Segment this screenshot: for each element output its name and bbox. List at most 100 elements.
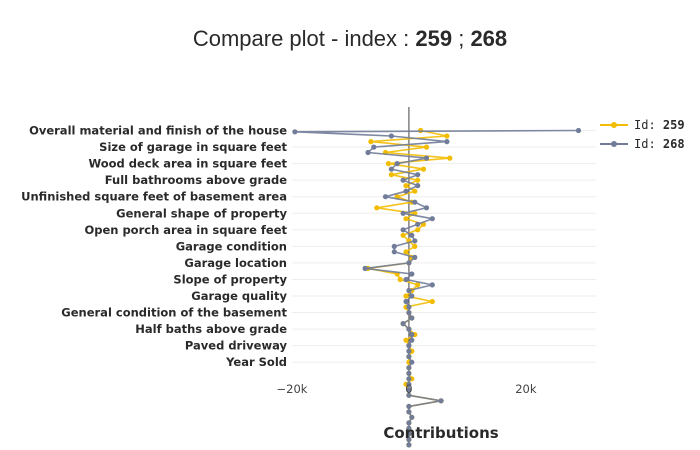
y-tick-label: Paved driveway [185, 339, 288, 353]
data-point [388, 172, 394, 178]
y-tick-label: Year Sold [225, 355, 287, 369]
data-point [391, 243, 397, 249]
data-point [397, 276, 403, 283]
data-point [412, 238, 418, 244]
data-point [400, 321, 406, 327]
x-axis-label: Contributions [383, 424, 498, 442]
data-point [406, 387, 412, 393]
data-point [406, 376, 412, 382]
data-point [409, 359, 415, 365]
data-point [447, 155, 453, 161]
data-point [406, 381, 412, 387]
data-point [406, 409, 412, 415]
data-point [415, 177, 421, 183]
data-point [403, 276, 409, 283]
data-point [371, 144, 377, 150]
data-point [409, 337, 415, 343]
y-tick-label: Garage condition [176, 239, 287, 253]
y-tick-label: Garage location [184, 256, 287, 270]
data-point [400, 210, 406, 216]
data-point [423, 205, 430, 211]
title-id-a: 259 [415, 26, 452, 51]
data-point [391, 249, 397, 255]
data-point [400, 177, 406, 183]
data-point [412, 254, 418, 260]
data-point [362, 265, 368, 271]
data-point [374, 205, 380, 211]
data-point [415, 227, 421, 233]
y-tick-labels: Overall material and finish of the house… [21, 124, 287, 370]
data-point [406, 287, 412, 294]
gridlines [292, 130, 596, 363]
data-point [429, 282, 435, 288]
data-point [406, 425, 412, 431]
data-point [400, 232, 406, 238]
data-point [415, 172, 421, 178]
data-point [409, 271, 415, 277]
data-point [368, 139, 374, 145]
data-point [406, 420, 412, 426]
data-point [412, 243, 418, 249]
x-tick-label: 20k [515, 382, 537, 396]
data-point [423, 144, 430, 150]
series-group [292, 127, 582, 448]
legend-item[interactable]: Id: 259 [600, 118, 685, 132]
x-tick-label: −20k [277, 382, 308, 396]
data-point [365, 149, 371, 156]
legend-marker [611, 141, 617, 147]
data-point [388, 133, 394, 139]
data-point [438, 398, 444, 404]
data-point [423, 155, 430, 161]
series-line [294, 129, 579, 445]
data-point [403, 183, 409, 189]
data-point [409, 414, 415, 420]
x-tick-labels: −20k 0 20k [277, 382, 537, 396]
data-point [403, 188, 409, 194]
data-point [406, 310, 412, 316]
y-tick-label: Size of garage in square feet [99, 140, 287, 154]
data-point [406, 370, 412, 376]
data-point [400, 227, 406, 233]
data-point [406, 403, 412, 409]
x-tick-label: 0 [405, 382, 412, 396]
data-point [406, 442, 412, 448]
y-tick-label: Slope of property [173, 272, 287, 286]
data-point [406, 431, 412, 437]
legend-label: Id: 259 [634, 118, 685, 132]
data-point [406, 392, 412, 398]
data-point [409, 315, 415, 321]
data-point [382, 194, 389, 200]
y-tick-label: Garage quality [191, 289, 287, 303]
data-point [415, 282, 421, 288]
legend-label: Id: 268 [634, 137, 685, 151]
data-point [406, 326, 412, 332]
chart-title: Compare plot - index : 259 ; 268 [193, 26, 507, 51]
data-point [403, 293, 409, 299]
data-point [403, 298, 409, 305]
data-point [415, 183, 421, 189]
y-tick-label: Open porch area in square feet [84, 223, 287, 237]
data-point [429, 298, 435, 305]
data-point [409, 332, 415, 338]
y-tick-label: General shape of property [116, 206, 287, 220]
legend[interactable]: Id: 259 Id: 268 [600, 118, 685, 151]
y-tick-label: Full bathrooms above grade [105, 173, 287, 187]
legend-item[interactable]: Id: 268 [600, 137, 685, 151]
data-point [415, 221, 421, 227]
data-point [420, 166, 427, 172]
data-point [406, 304, 412, 310]
y-tick-label: General condition of the basement [61, 306, 287, 320]
data-point [388, 166, 394, 172]
y-tick-label: Wood deck area in square feet [88, 157, 287, 171]
data-point [575, 127, 582, 134]
data-point [444, 133, 450, 139]
data-point [406, 354, 412, 360]
data-point [406, 436, 412, 443]
data-point [406, 343, 412, 349]
data-point [403, 249, 409, 255]
data-point [444, 139, 450, 145]
title-separator: ; [452, 26, 470, 51]
data-point [409, 293, 415, 299]
data-point [403, 337, 409, 343]
